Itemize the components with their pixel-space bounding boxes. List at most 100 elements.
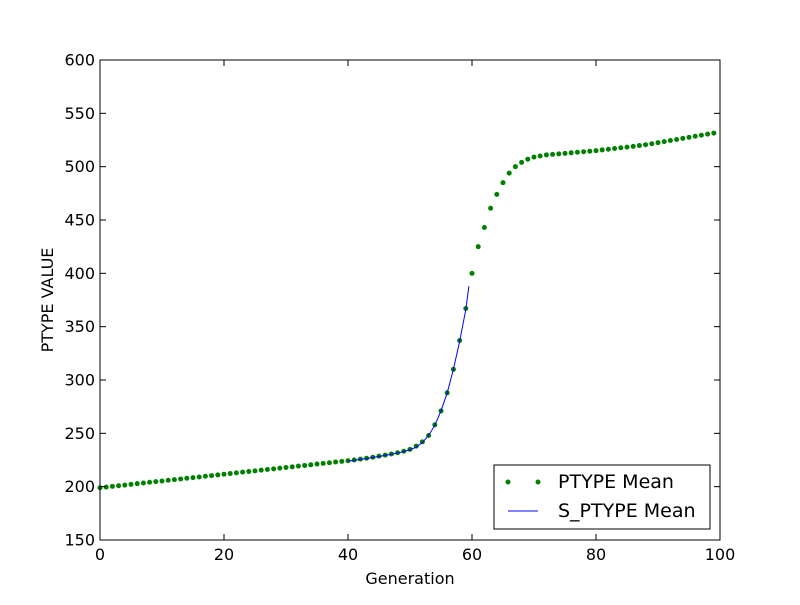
ptype-mean-point — [295, 463, 301, 469]
ptype-mean-point — [568, 150, 574, 156]
y-tick-label: 500 — [64, 157, 95, 176]
ptype-mean-point — [612, 146, 618, 152]
legend-frame — [493, 464, 711, 530]
ptype-mean-point — [134, 481, 140, 487]
y-tick-label: 400 — [64, 264, 95, 283]
ptype-mean-point — [488, 205, 494, 211]
ptype-mean-point — [667, 138, 673, 144]
ptype-mean-point — [674, 136, 680, 142]
ptype-mean-point — [587, 148, 593, 154]
ptype-mean-point — [233, 470, 239, 476]
ptype-mean-point — [574, 149, 580, 155]
legend-marker-ptype-mean — [505, 479, 511, 485]
ptype-mean-point — [636, 143, 642, 149]
ptype-mean-point — [258, 467, 264, 473]
x-tick-label: 0 — [95, 545, 105, 564]
ptype-mean-point — [320, 460, 326, 466]
ptype-mean-point — [159, 478, 165, 484]
ptype-mean-point — [531, 154, 537, 160]
ptype-mean-point — [103, 484, 109, 490]
ptype-mean-point — [519, 159, 525, 165]
y-tick-label: 600 — [64, 51, 95, 70]
ptype-mean-point — [302, 462, 308, 468]
ptype-mean-point — [562, 150, 568, 156]
y-tick-label: 150 — [64, 531, 95, 550]
x-axis-label: Generation — [365, 569, 454, 588]
y-axis-label: PTYPE VALUE — [38, 248, 57, 353]
ptype-mean-point — [686, 134, 692, 140]
ptype-mean-point — [605, 146, 611, 152]
legend-marker-ptype-mean — [535, 479, 541, 485]
ptype-mean-point — [500, 180, 506, 186]
ptype-mean-point — [153, 479, 159, 485]
ptype-mean-point — [711, 130, 717, 136]
ptype-mean-point — [537, 153, 543, 159]
ptype-mean-point — [333, 459, 339, 465]
ptype-mean-point — [246, 469, 252, 475]
ptype-mean-point — [525, 156, 531, 162]
x-tick-label: 40 — [338, 545, 358, 564]
ptype-mean-point — [469, 270, 475, 276]
ptype-mean-point — [202, 473, 208, 479]
ptype-mean-point — [116, 483, 122, 489]
ptype-mean-point — [264, 466, 270, 472]
y-tick-label: 250 — [64, 424, 95, 443]
ptype-mean-point — [190, 475, 196, 481]
ptype-mean-point — [196, 474, 202, 480]
s-ptype-mean-line — [347, 286, 470, 462]
ptype-mean-point — [698, 132, 704, 138]
ptype-mean-point — [271, 466, 277, 472]
y-tick-label: 200 — [64, 477, 95, 496]
ptype-mean-point — [209, 473, 215, 479]
ptype-mean-point — [655, 140, 661, 146]
ptype-mean-point — [618, 145, 624, 151]
ptype-mean-point — [649, 141, 655, 147]
ptype-mean-point — [581, 149, 587, 155]
y-tick-label: 300 — [64, 371, 95, 390]
x-tick-label: 100 — [705, 545, 736, 564]
ptype-mean-point — [326, 460, 332, 466]
ptype-mean-point — [227, 471, 233, 477]
ptype-mean-point — [289, 464, 295, 470]
ptype-mean-point — [661, 139, 667, 145]
legend-label-ptype-mean: PTYPE Mean — [558, 471, 674, 493]
ptype-mean-point — [283, 464, 289, 470]
ptype-mean-point — [178, 476, 184, 482]
ptype-mean-point — [171, 477, 177, 483]
ptype-mean-point — [593, 148, 599, 154]
ptype-mean-point — [680, 135, 686, 141]
ptype-mean-point — [109, 483, 115, 489]
legend: PTYPE Mean S_PTYPE Mean — [493, 464, 711, 530]
ptype-mean-point — [599, 147, 605, 153]
ptype-mean-point — [643, 142, 649, 148]
ptype-mean-point — [543, 152, 549, 158]
ptype-mean-point — [692, 133, 698, 139]
plot-frame — [99, 59, 721, 541]
ptype-mean-point — [140, 480, 146, 486]
x-tick-label: 20 — [214, 545, 234, 564]
ptype-mean-point — [184, 475, 190, 481]
ptype-mean-point — [512, 164, 518, 170]
ptype-mean-point — [475, 244, 481, 250]
ptype-mean-point — [147, 479, 153, 485]
ptype-mean-point — [122, 482, 128, 488]
ptype-mean-point — [339, 458, 345, 464]
ptype-mean-point — [481, 224, 487, 230]
axis-ticks: 0 20 40 60 80 100 150 200 250 300 350 400 450 500 550 6… — [64, 51, 735, 565]
ptype-mean-point — [556, 151, 562, 157]
y-tick-label: 550 — [64, 104, 95, 123]
ptype-mean-point — [506, 170, 512, 176]
x-tick-label: 60 — [462, 545, 482, 564]
x-tick-label: 80 — [586, 545, 606, 564]
ptype-mean-point — [165, 477, 171, 483]
ptype-mean-point — [550, 151, 556, 157]
y-tick-label: 350 — [64, 317, 95, 336]
ptype-mean-point — [624, 144, 630, 150]
y-tick-label: 450 — [64, 211, 95, 230]
legend-label-s-ptype-mean: S_PTYPE Mean — [558, 500, 696, 522]
ptype-mean-point — [215, 472, 221, 478]
ptype-mean-point — [308, 462, 314, 468]
ptype-mean-point — [314, 461, 320, 467]
ptype-mean-point — [128, 481, 134, 487]
